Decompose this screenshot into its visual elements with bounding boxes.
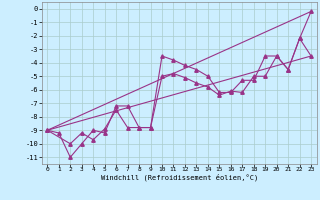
X-axis label: Windchill (Refroidissement éolien,°C): Windchill (Refroidissement éolien,°C) — [100, 174, 258, 181]
